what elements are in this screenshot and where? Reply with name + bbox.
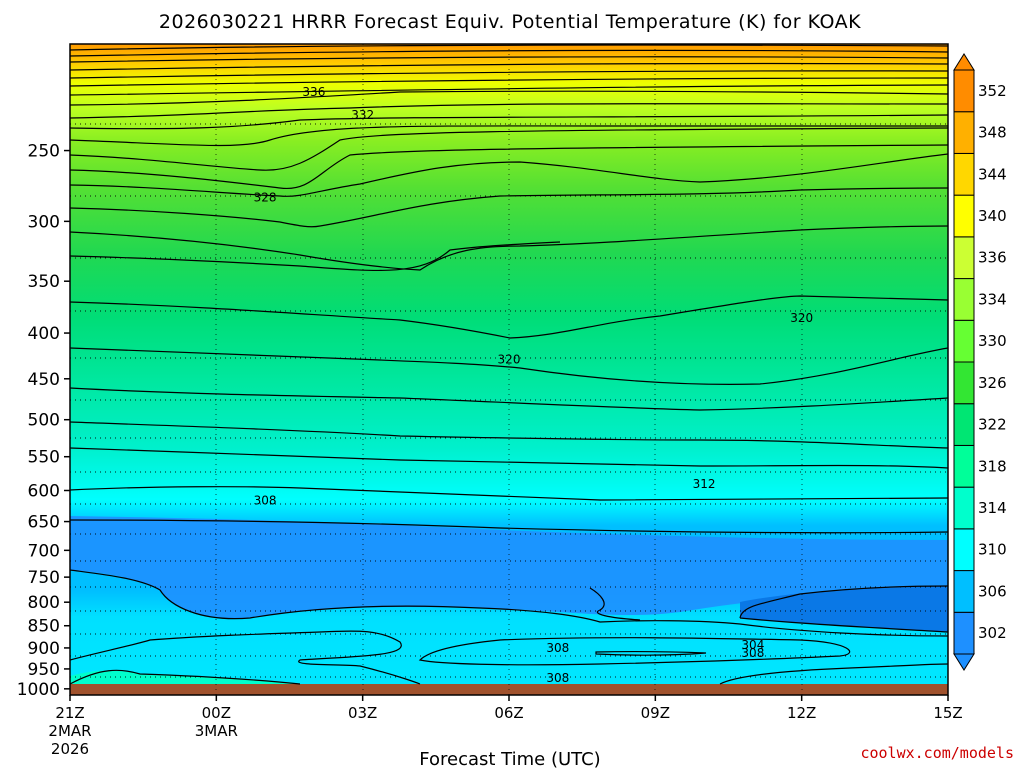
cold-pocket-800-850 xyxy=(740,586,948,632)
y-tick-label: 850 xyxy=(28,617,60,637)
colorbar-swatch xyxy=(953,361,975,405)
cold-band-700-900 xyxy=(70,516,948,619)
colorbar-max-arrow xyxy=(953,53,975,71)
colorbar-swatch xyxy=(953,278,975,321)
colorbar-label: 352 xyxy=(978,82,1007,100)
contour-label-text: 308 xyxy=(546,641,569,655)
x-tick-label: 15Z xyxy=(933,704,962,722)
contour-label: 308 xyxy=(741,646,764,660)
contour-label-text: 336 xyxy=(302,85,325,99)
contour-label: 320 xyxy=(790,311,813,325)
colorbar-swatch xyxy=(953,403,975,446)
colorbar-swatch xyxy=(953,570,975,613)
colorbar-swatch xyxy=(953,319,975,363)
y-tick-label: 550 xyxy=(28,448,60,468)
colorbar-label: 314 xyxy=(978,499,1007,517)
colorbar-label: 340 xyxy=(978,207,1007,225)
credit-text: coolwx.com/models xyxy=(860,744,1014,762)
y-tick-label: 350 xyxy=(28,272,60,292)
colorbar-swatch xyxy=(953,528,975,572)
contour-label: 328 xyxy=(254,190,277,204)
contour-label-text: 328 xyxy=(254,190,277,204)
contour-label: 308 xyxy=(546,671,569,685)
y-tick-label: 300 xyxy=(28,212,60,232)
x-tick-label: 2MAR xyxy=(48,722,91,740)
contour-label-text: 308 xyxy=(254,494,277,508)
y-tick-label: 250 xyxy=(28,142,60,162)
colorbar-label: 334 xyxy=(978,290,1007,308)
colorbar-swatch xyxy=(953,194,975,238)
colorbar-swatch xyxy=(953,236,975,280)
contour-label: 308 xyxy=(546,641,569,655)
contour-label: 336 xyxy=(302,85,325,99)
y-tick-label: 1000 xyxy=(17,680,60,700)
colorbar-label: 330 xyxy=(978,332,1007,350)
y-tick-label: 650 xyxy=(28,513,60,533)
x-tick-label: 09Z xyxy=(641,704,670,722)
contour-label-text: 304 xyxy=(741,638,764,652)
colorbar-swatch xyxy=(953,111,975,154)
x-tick-label: 21Z xyxy=(55,704,84,722)
contour-label-text: 320 xyxy=(790,311,813,325)
x-axis-label: Forecast Time (UTC) xyxy=(419,749,600,768)
y-tick-label: 500 xyxy=(28,411,60,431)
y-tick-label: 700 xyxy=(28,541,60,561)
colorbar-label: 344 xyxy=(978,165,1007,183)
y-tick-label: 800 xyxy=(28,593,60,613)
colorbar-label: 348 xyxy=(978,124,1007,142)
contour-label: 312 xyxy=(693,477,716,491)
colorbar-label: 302 xyxy=(978,624,1007,642)
colorbar-swatch xyxy=(953,69,975,113)
contour-label-text: 308 xyxy=(546,671,569,685)
y-tick-label: 900 xyxy=(28,639,60,659)
colorbar-swatch xyxy=(953,444,975,488)
contour-label-text: 332 xyxy=(351,108,374,122)
colorbar-label: 322 xyxy=(978,416,1007,434)
x-tick-label: 12Z xyxy=(787,704,816,722)
contour-lines xyxy=(70,44,948,685)
contour-label: 304 xyxy=(741,638,764,652)
colorbar-label: 306 xyxy=(978,582,1007,600)
colorbar-label: 326 xyxy=(978,374,1007,392)
colorbar-swatch xyxy=(953,611,975,655)
colorbar-label: 310 xyxy=(978,541,1007,559)
y-tick-label: 400 xyxy=(28,324,60,344)
x-tick-label: 00Z xyxy=(202,704,231,722)
y-axis: 2503003504004505005506006507007508008509… xyxy=(17,142,70,700)
y-tick-label: 450 xyxy=(28,370,60,390)
colorbar-label: 318 xyxy=(978,457,1007,475)
contour-label-text: 320 xyxy=(498,352,521,366)
contour-label-text: 308 xyxy=(741,646,764,660)
contour-label: 308 xyxy=(254,494,277,508)
x-tick-label: 3MAR xyxy=(195,722,238,740)
contour-label: 320 xyxy=(498,352,521,366)
y-tick-label: 750 xyxy=(28,568,60,588)
time-gridlines xyxy=(215,44,803,695)
chart-title: 2026030221 HRRR Forecast Equiv. Potentia… xyxy=(159,11,861,33)
x-tick-label: 2026 xyxy=(51,740,89,758)
colorbar-min-arrow xyxy=(953,653,975,671)
colorbar-label: 336 xyxy=(978,249,1007,267)
x-tick-label: 06Z xyxy=(494,704,523,722)
x-tick-label: 03Z xyxy=(348,704,377,722)
y-tick-label: 600 xyxy=(28,481,60,501)
contour-label-text: 312 xyxy=(693,477,716,491)
colorbar-swatch xyxy=(953,486,975,530)
contour-label: 332 xyxy=(351,108,374,122)
colorbar-swatch xyxy=(953,152,975,196)
colorbar: 302 306 310 314 318 322 326 330 334 336 340 344 348 3… xyxy=(953,53,1007,671)
y-tick-label: 950 xyxy=(28,660,60,680)
